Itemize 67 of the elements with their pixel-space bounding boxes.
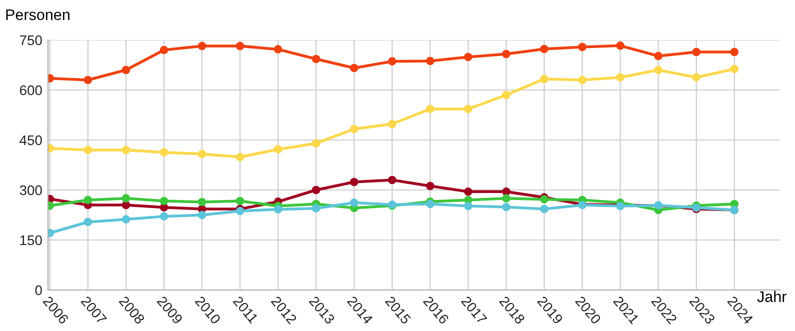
point	[502, 202, 510, 212]
y-tick-label: 750	[20, 35, 42, 46]
y-axis-title: Personen	[6, 9, 70, 20]
point	[426, 182, 434, 190]
point	[236, 196, 244, 206]
point	[312, 139, 320, 148]
point	[350, 178, 358, 186]
point	[312, 54, 320, 64]
point	[122, 215, 130, 224]
point	[692, 48, 701, 56]
point	[388, 120, 396, 128]
point	[502, 188, 510, 196]
point	[312, 186, 320, 194]
point	[160, 46, 168, 54]
point	[160, 148, 168, 156]
point	[692, 73, 701, 82]
point	[730, 64, 739, 74]
y-tick-label: 600	[20, 85, 42, 96]
point	[122, 66, 130, 74]
point	[578, 42, 586, 52]
point	[198, 198, 206, 206]
point	[464, 104, 472, 114]
point	[350, 198, 358, 207]
point	[502, 194, 510, 202]
point	[274, 205, 282, 214]
point	[122, 146, 130, 154]
point	[426, 56, 434, 66]
point	[730, 48, 739, 56]
point	[502, 50, 510, 58]
y-tick-label: 450	[20, 135, 42, 146]
point	[274, 145, 282, 154]
point	[198, 42, 206, 50]
point	[616, 42, 624, 50]
point	[464, 52, 472, 62]
point	[236, 152, 244, 162]
point	[198, 210, 206, 220]
point	[464, 202, 472, 210]
y-tick-label: 150	[20, 235, 42, 246]
point	[312, 204, 320, 212]
point	[616, 73, 624, 82]
point	[540, 204, 548, 214]
point	[198, 150, 206, 158]
point	[426, 104, 434, 114]
point	[654, 66, 662, 74]
point	[84, 218, 92, 226]
point	[578, 76, 586, 84]
point	[350, 64, 358, 72]
point	[122, 194, 130, 202]
point	[426, 200, 434, 208]
point	[84, 196, 92, 204]
point	[540, 74, 548, 84]
point	[84, 76, 92, 84]
point	[84, 146, 92, 154]
point	[388, 176, 396, 184]
x-axis-title: Jahr	[757, 290, 786, 302]
y-tick-label: 300	[20, 185, 42, 196]
point	[388, 57, 396, 66]
point	[654, 52, 662, 60]
y-tick-label: 0	[35, 285, 42, 296]
point	[502, 90, 510, 100]
point	[160, 196, 168, 206]
point	[464, 188, 472, 196]
point	[236, 42, 244, 50]
point	[274, 45, 282, 54]
point	[160, 212, 168, 220]
point	[350, 124, 358, 134]
point	[540, 44, 548, 54]
